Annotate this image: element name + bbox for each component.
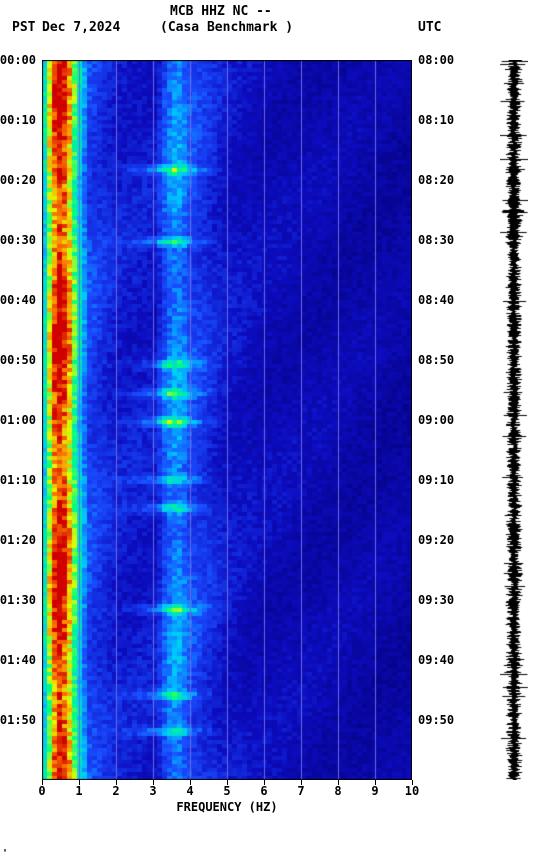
x-tick-label: 4 [186,784,193,798]
y-tick-left: 01:10 [0,473,36,487]
tz-left-label: PST [12,20,35,35]
y-tick-right: 08:40 [418,293,454,307]
spectrogram-chart [42,60,412,780]
y-tick-right: 09:30 [418,593,454,607]
y-tick-right: 08:20 [418,173,454,187]
y-tick-left: 00:20 [0,173,36,187]
y-tick-right: 09:50 [418,713,454,727]
y-tick-left: 01:30 [0,593,36,607]
x-tick-label: 10 [405,784,419,798]
y-tick-right: 08:10 [418,113,454,127]
y-tick-left: 00:40 [0,293,36,307]
x-tick-label: 5 [223,784,230,798]
y-tick-right: 08:30 [418,233,454,247]
tz-right-label: UTC [418,20,441,35]
y-tick-left: 00:10 [0,113,36,127]
footer-mark: ' [2,848,8,859]
y-tick-left: 01:20 [0,533,36,547]
y-tick-left: 00:00 [0,53,36,67]
x-tick-label: 7 [297,784,304,798]
x-tick-label: 0 [38,784,45,798]
y-tick-right: 09:00 [418,413,454,427]
y-tick-right: 08:50 [418,353,454,367]
x-tick-label: 2 [112,784,119,798]
station-line: MCB HHZ NC -- [170,4,272,19]
y-tick-left: 01:40 [0,653,36,667]
y-tick-right: 09:20 [418,533,454,547]
y-tick-left: 00:30 [0,233,36,247]
station-name: (Casa Benchmark ) [160,20,293,35]
y-tick-left: 01:00 [0,413,36,427]
date-label: Dec 7,2024 [42,20,120,35]
x-tick-label: 6 [260,784,267,798]
y-tick-left: 01:50 [0,713,36,727]
y-tick-right: 09:40 [418,653,454,667]
y-tick-right: 09:10 [418,473,454,487]
x-tick-label: 3 [149,784,156,798]
x-tick-label: 9 [371,784,378,798]
y-tick-left: 00:50 [0,353,36,367]
spectrogram-canvas [42,60,412,780]
x-tick-label: 8 [334,784,341,798]
y-tick-right: 08:00 [418,53,454,67]
x-tick-label: 1 [75,784,82,798]
x-axis-label: FREQUENCY (HZ) [42,800,412,814]
seismogram-trace [500,60,528,780]
